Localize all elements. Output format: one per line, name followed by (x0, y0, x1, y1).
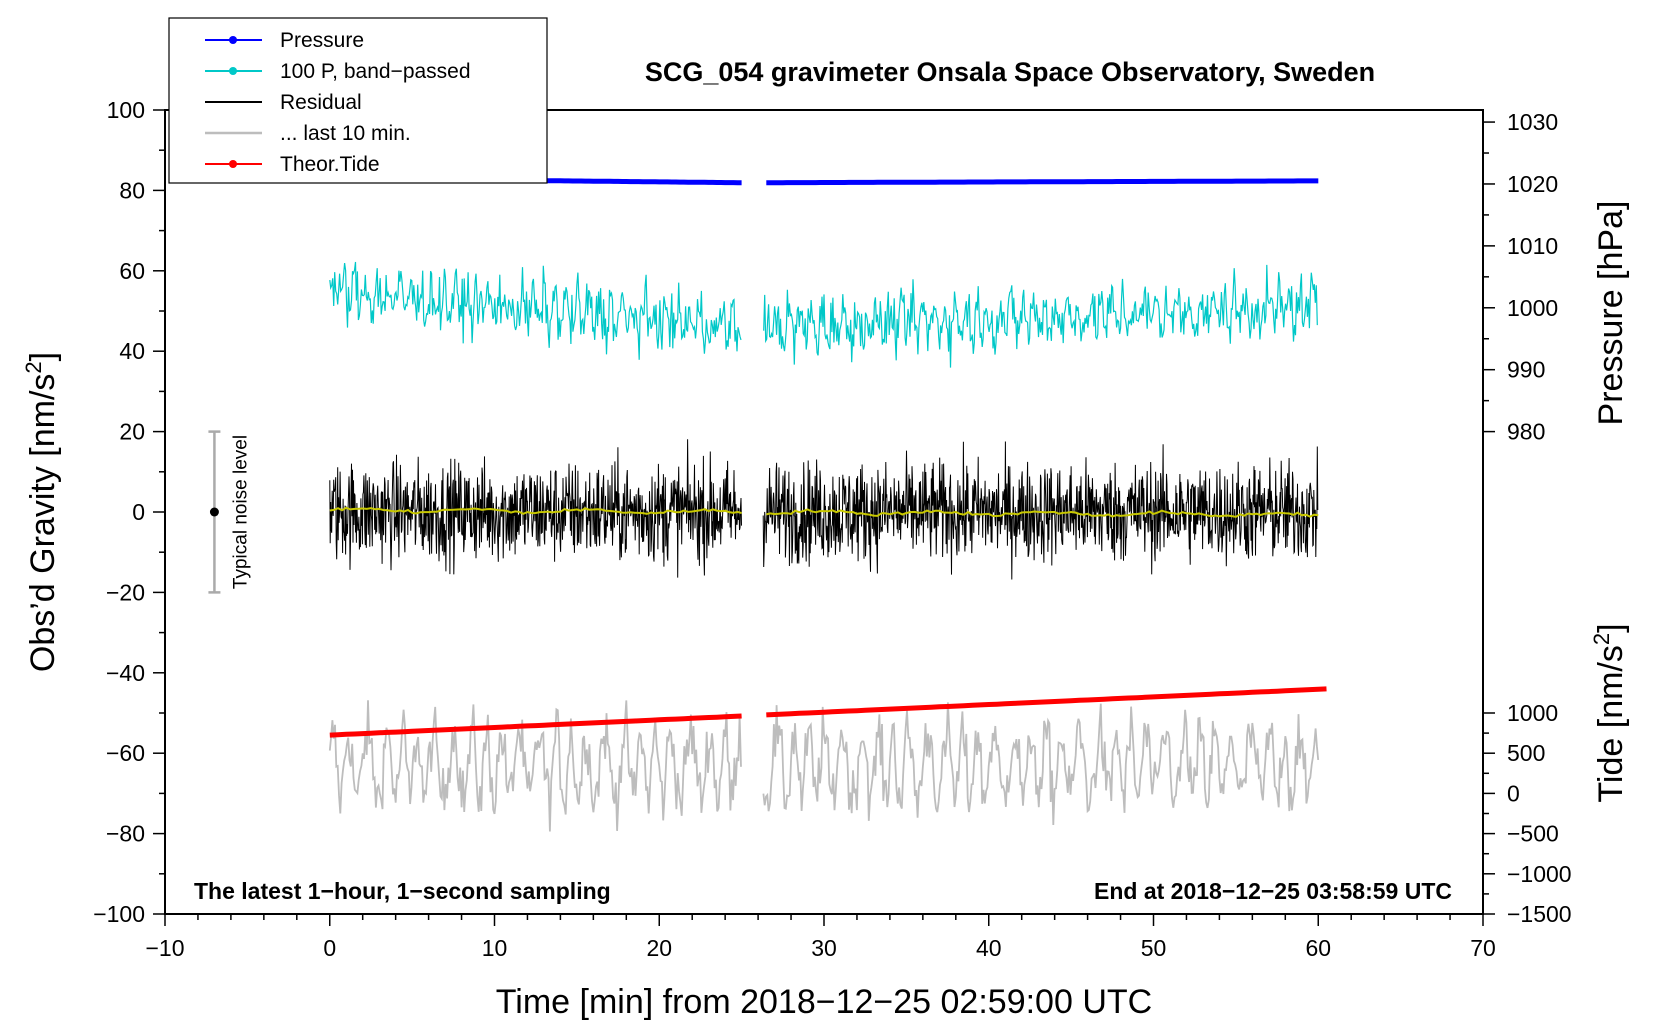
pressure-tick-label: 1030 (1507, 109, 1558, 135)
legend-label: Residual (280, 91, 362, 114)
series-pressure-band-passed (329, 261, 1318, 368)
noise-level-label: Typical noise level (230, 435, 251, 589)
y-tick-label: −100 (93, 901, 145, 927)
series-mean (329, 506, 1319, 518)
y-tick-label: 100 (107, 97, 145, 123)
x-tick-label: 40 (976, 935, 1002, 961)
annotation-latest-hour: The latest 1−hour, 1−second sampling (194, 878, 611, 904)
x-tick-label: 70 (1470, 935, 1496, 961)
legend-box (168, 17, 548, 184)
tide-tick-label: −1000 (1507, 861, 1572, 887)
x-tick-label: 50 (1141, 935, 1167, 961)
chart-title: SCG_054 gravimeter Onsala Space Observat… (645, 57, 1375, 87)
ticks-layer: −10 0 10 20 30 40 50 60 70−100−80−60−40−20020406… (93, 97, 1571, 961)
y-tick-label: −80 (106, 821, 145, 847)
pressure-tick-label: 1000 (1507, 295, 1558, 321)
legend-label: Pressure (280, 29, 364, 52)
y-tick-label: 0 (132, 499, 145, 525)
noise-level-center-dot (209, 507, 219, 517)
series-last-10-min (328, 700, 1320, 832)
tide-axis-title: Tide [nm/s2] (1589, 623, 1630, 802)
y-tick-label: 40 (119, 338, 145, 364)
y-tick-label: 60 (119, 258, 145, 284)
legend-marker (229, 160, 237, 168)
legend-marker (229, 67, 237, 75)
legend-marker (229, 36, 237, 44)
tide-tick-label: 500 (1507, 740, 1545, 766)
legend-label: Theor.Tide (280, 153, 380, 176)
y-tick-label: −40 (106, 660, 145, 686)
y-axis-title-main: Obs’d Gravity [nm/s (24, 374, 62, 673)
tide-tick-label: 1000 (1507, 700, 1558, 726)
legend-label: 100 P, band−passed (280, 60, 471, 83)
tide-axis-title-end: ] (1592, 623, 1630, 632)
pressure-axis-title: Pressure [hPa] (1592, 201, 1630, 426)
y-axis-title-sup: 2 (21, 361, 46, 373)
pressure-tick-label: 990 (1507, 357, 1545, 383)
x-tick-label: 10 (482, 935, 508, 961)
x-tick-label: 60 (1305, 935, 1331, 961)
x-axis-title: Time [min] from 2018−12−25 02:59:00 UTC (496, 983, 1152, 1020)
y-tick-label: −20 (106, 579, 145, 605)
y-tick-label: −60 (106, 740, 145, 766)
y-tick-label: 20 (119, 419, 145, 445)
tide-axis-title-main: Tide [nm/s (1592, 645, 1630, 802)
pressure-tick-label: 1010 (1507, 233, 1558, 259)
pressure-tick-label: 980 (1507, 419, 1545, 445)
tide-tick-label: −1500 (1507, 901, 1572, 927)
tide-axis-title-sup: 2 (1589, 633, 1614, 645)
tide-tick-label: −500 (1507, 821, 1559, 847)
x-tick-label: −10 (145, 935, 184, 961)
y-axis-title-end: ] (24, 352, 62, 361)
noise-level-indicator: Typical noise level (208, 430, 251, 594)
tide-tick-label: 0 (1507, 780, 1520, 806)
x-tick-label: 0 (323, 935, 336, 961)
x-tick-label: 20 (646, 935, 672, 961)
y-axis-title: Obs’d Gravity [nm/s2] (21, 352, 62, 672)
x-tick-label: 30 (811, 935, 837, 961)
legend-label: ... last 10 min. (280, 122, 411, 145)
annotation-end-time: End at 2018−12−25 03:58:59 UTC (1094, 878, 1452, 904)
series-residual (329, 439, 1319, 580)
series-layer (328, 175, 1327, 832)
pressure-tick-label: 1020 (1507, 171, 1558, 197)
y-tick-label: 80 (119, 177, 145, 203)
legend: Pressure 100 P, band−passed Residual ... la… (168, 17, 548, 184)
series-theoretical-tide (329, 686, 1327, 738)
